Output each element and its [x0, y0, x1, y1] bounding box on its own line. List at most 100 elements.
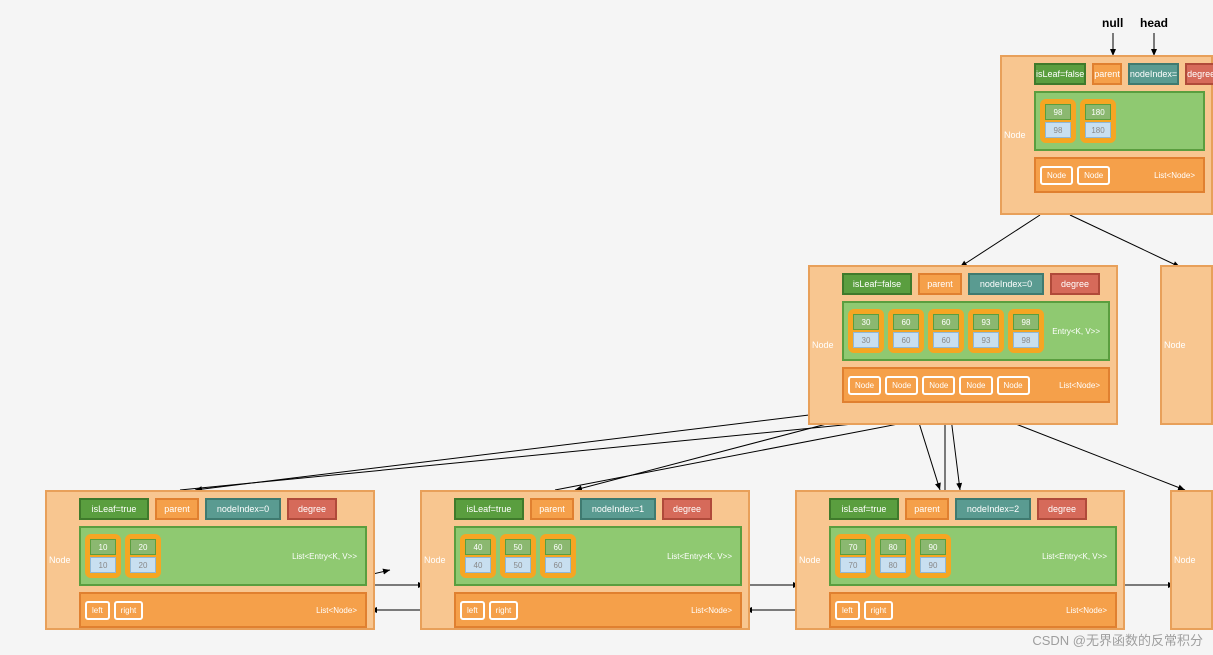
- leaf-node-2: Node isLeaf=true parent nodeIndex=2 degree 70…: [795, 490, 1125, 630]
- parent-pill: parent: [905, 498, 949, 520]
- entries-type-label: List<Entry<K, V>>: [292, 552, 361, 561]
- child-node-ref: left: [460, 601, 485, 620]
- child-node-ref: Node: [1077, 166, 1110, 185]
- entry-key: 50: [505, 539, 531, 555]
- child-node-ref: right: [864, 601, 894, 620]
- entry-value: 70: [840, 557, 866, 573]
- degree-pill: degree: [1037, 498, 1087, 520]
- nodeindex-pill: nodeIndex=0: [968, 273, 1044, 295]
- parent-pill: parent: [1092, 63, 1122, 85]
- node-type-label: Node: [1004, 130, 1026, 140]
- entry-value: 98: [1045, 122, 1071, 138]
- nodeindex-pill: nodeIndex=2: [955, 498, 1031, 520]
- leaf-node-1: NodeisLeaf=trueparentnodeIndex=1degree40…: [420, 490, 750, 630]
- child-node-ref: left: [85, 601, 110, 620]
- leaf-node-0: Node isLeaf=true parent nodeIndex=0 degree 10…: [45, 490, 375, 630]
- nodeindex-pill: nodeIndex=0: [205, 498, 281, 520]
- entry-key: 60: [933, 314, 959, 330]
- entry-value: 10: [90, 557, 116, 573]
- entry-key: 10: [90, 539, 116, 555]
- entry: 180180: [1080, 99, 1116, 143]
- degree-pill: degree: [287, 498, 337, 520]
- entry-key: 90: [920, 539, 946, 555]
- entry: 9898: [1008, 309, 1044, 353]
- entry: 4040: [460, 534, 496, 578]
- entries-list: 30306060606093939898Entry<K, V>>: [842, 301, 1110, 361]
- entries-list: 707080809090List<Entry<K, V>>: [829, 526, 1117, 586]
- entry: 9898: [1040, 99, 1076, 143]
- children-type-label: List<Node>: [316, 606, 361, 615]
- watermark: CSDN @无界函数的反常积分: [1032, 630, 1203, 649]
- child-node-ref: Node: [922, 376, 955, 395]
- entry: 1010: [85, 534, 121, 578]
- children-type-label: List<Node>: [691, 606, 736, 615]
- entry: 3030: [848, 309, 884, 353]
- entry: 6060: [928, 309, 964, 353]
- children-list: NodeNodeNodeNodeNodeList<Node>: [842, 367, 1110, 403]
- entries-type-label: Entry<K, V>>: [1052, 327, 1104, 336]
- entry-value: 60: [893, 332, 919, 348]
- parent-pill: parent: [530, 498, 574, 520]
- entry-value: 50: [505, 557, 531, 573]
- isleaf-pill: isLeaf=false: [1034, 63, 1086, 85]
- root-node: NodeisLeaf=falseparentnodeIndex=degree98…: [1000, 55, 1213, 215]
- isleaf-pill: isLeaf=true: [454, 498, 524, 520]
- node-type-label: Node: [49, 555, 71, 565]
- entry-key: 20: [130, 539, 156, 555]
- children-type-label: List<Node>: [1154, 171, 1199, 180]
- children-list: leftright List<Node>: [454, 592, 742, 628]
- isleaf-pill: isLeaf=true: [79, 498, 149, 520]
- entries-list: 404050506060List<Entry<K, V>>: [454, 526, 742, 586]
- nodeindex-pill: nodeIndex=: [1128, 63, 1179, 85]
- leaf-node-3: Node: [1170, 490, 1213, 630]
- degree-pill: degree: [1050, 273, 1100, 295]
- entries-type-label: List<Entry<K, V>>: [667, 552, 736, 561]
- internal-node-0: Node isLeaf=false parent nodeIndex=0 degree 3…: [808, 265, 1118, 425]
- entry: 6060: [888, 309, 924, 353]
- entry-value: 93: [973, 332, 999, 348]
- entry-value: 80: [880, 557, 906, 573]
- entries-list: 9898180180: [1034, 91, 1205, 151]
- entry-key: 40: [465, 539, 491, 555]
- entry-value: 40: [465, 557, 491, 573]
- null-label: null: [1102, 16, 1123, 30]
- child-node-ref: Node: [997, 376, 1030, 395]
- entry-value: 60: [933, 332, 959, 348]
- child-node-ref: Node: [1040, 166, 1073, 185]
- isleaf-pill: isLeaf=false: [842, 273, 912, 295]
- child-node-ref: left: [835, 601, 860, 620]
- isleaf-pill: isLeaf=true: [829, 498, 899, 520]
- entry-key: 70: [840, 539, 866, 555]
- entry-key: 180: [1085, 104, 1111, 120]
- entry-value: 180: [1085, 122, 1111, 138]
- entry-key: 80: [880, 539, 906, 555]
- parent-pill: parent: [918, 273, 962, 295]
- entry-value: 98: [1013, 332, 1039, 348]
- node-type-label: Node: [1164, 340, 1186, 350]
- children-type-label: List<Node>: [1066, 606, 1111, 615]
- node-type-label: Node: [424, 555, 446, 565]
- children-type-label: List<Node>: [1059, 381, 1104, 390]
- children-list: leftright List<Node>: [829, 592, 1117, 628]
- child-node-ref: Node: [959, 376, 992, 395]
- entry-key: 30: [853, 314, 879, 330]
- entry-value: 60: [545, 557, 571, 573]
- entry: 9393: [968, 309, 1004, 353]
- entry-key: 98: [1013, 314, 1039, 330]
- entry-key: 60: [893, 314, 919, 330]
- degree-pill: degree: [662, 498, 712, 520]
- children-list: leftrightList<Node>: [79, 592, 367, 628]
- entry-value: 30: [853, 332, 879, 348]
- entry: 6060: [540, 534, 576, 578]
- parent-pill: parent: [155, 498, 199, 520]
- entry: 7070: [835, 534, 871, 578]
- node-type-label: Node: [799, 555, 821, 565]
- entry: 8080: [875, 534, 911, 578]
- entries-type-label: List<Entry<K, V>>: [1042, 552, 1111, 561]
- child-node-ref: right: [489, 601, 519, 620]
- entry-value: 90: [920, 557, 946, 573]
- node-type-label: Node: [1174, 555, 1196, 565]
- entry: 2020: [125, 534, 161, 578]
- head-label: head: [1140, 16, 1168, 30]
- entry-value: 20: [130, 557, 156, 573]
